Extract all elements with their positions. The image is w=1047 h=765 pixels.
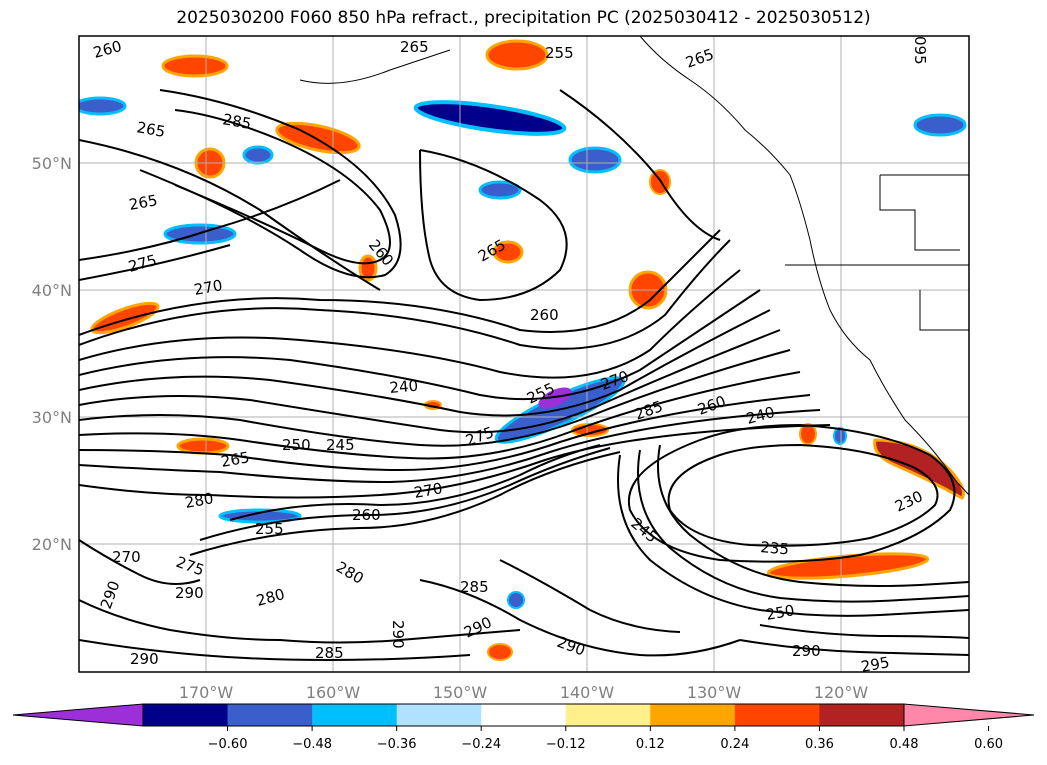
- contour-label: 250: [765, 601, 796, 624]
- lat-tick-label: 50°N: [32, 154, 72, 173]
- contour-label: 285: [460, 578, 489, 596]
- colorbar-tick-label: 0.24: [720, 737, 749, 752]
- contour-label: 295: [860, 653, 891, 676]
- coastline: [299, 36, 969, 496]
- colorbar-tick-label: −0.60: [208, 737, 248, 752]
- contour-label: 265: [220, 448, 251, 471]
- colorbar-segment: [734, 704, 820, 726]
- contour-label: 255: [545, 44, 574, 62]
- colorbar-tick-label: −0.12: [546, 737, 586, 752]
- lat-tick-label: 40°N: [32, 281, 72, 300]
- map-plot-area: 260 265 255 265 285 265 265 260 265 275 …: [79, 36, 969, 676]
- lat-tick-label: 20°N: [32, 535, 72, 554]
- lon-tick-label: 120°W: [814, 683, 869, 702]
- colorbar-tick-label: 0.60: [974, 737, 1003, 752]
- contour-label: 290: [389, 620, 407, 649]
- contour-label: 265: [128, 191, 159, 214]
- colorbar-tick-label: −0.48: [292, 737, 332, 752]
- lon-tick-label: 170°W: [179, 683, 234, 702]
- colorbar-extend-right: [903, 703, 1035, 727]
- latitude-ticks: 50°N 40°N 30°N 20°N: [32, 154, 72, 554]
- contour-label: 265: [400, 38, 429, 56]
- contour-label: 255: [255, 520, 284, 538]
- contour-label: 235: [760, 538, 790, 558]
- contour-label: 240: [389, 377, 419, 397]
- contour-label: 285: [315, 644, 344, 662]
- colorbar-segment: [227, 704, 313, 726]
- colorbar-segment: [481, 704, 567, 726]
- contour-label: 260: [530, 306, 559, 324]
- contour-label: 270: [112, 548, 141, 566]
- colorbar-segment: [396, 704, 482, 726]
- lat-tick-label: 30°N: [32, 408, 72, 427]
- precipitation-patches: [79, 39, 967, 661]
- contour-label: 290: [175, 584, 204, 602]
- contour-label: 265: [135, 118, 166, 141]
- contour-label: 270: [413, 479, 444, 502]
- contour-label: 260: [352, 506, 381, 524]
- contour-label: 250: [282, 436, 311, 454]
- refractivity-contours: [79, 89, 969, 662]
- lon-tick-label: 140°W: [560, 683, 615, 702]
- longitude-ticks: 170°W 160°W 150°W 140°W 130°W 120°W: [179, 683, 869, 702]
- contour-label: 285: [221, 110, 252, 133]
- colorbar-segment: [650, 704, 736, 726]
- colorbar-segment: [143, 704, 229, 726]
- colorbar: −0.60 −0.48 −0.36 −0.24 −0.12 0.12 0.24 0.36 0.4…: [12, 703, 1035, 752]
- contour-label: 290: [792, 642, 821, 660]
- colorbar-segment: [819, 704, 905, 726]
- contour-label: 270: [193, 276, 224, 299]
- colorbar-tick-label: 0.36: [805, 737, 834, 752]
- map-title: 2025030200 F060 850 hPa refract., precip…: [176, 8, 871, 28]
- colorbar-tick-label: −0.24: [461, 737, 501, 752]
- lon-tick-label: 160°W: [306, 683, 361, 702]
- colorbar-tick-label: −0.36: [377, 737, 417, 752]
- contour-label: 280: [184, 489, 215, 512]
- colorbar-tick-label: 0.12: [636, 737, 665, 752]
- colorbar-tick-label: 0.48: [890, 737, 919, 752]
- lon-tick-label: 130°W: [687, 683, 742, 702]
- colorbar-extend-left: [12, 703, 144, 727]
- contour-label: 290: [130, 650, 159, 668]
- map-frame: [78, 35, 970, 673]
- contour-label: 095: [911, 36, 929, 65]
- colorbar-segment: [312, 704, 398, 726]
- lon-tick-label: 150°W: [433, 683, 488, 702]
- contour-label: 245: [326, 436, 355, 454]
- colorbar-segment: [565, 704, 651, 726]
